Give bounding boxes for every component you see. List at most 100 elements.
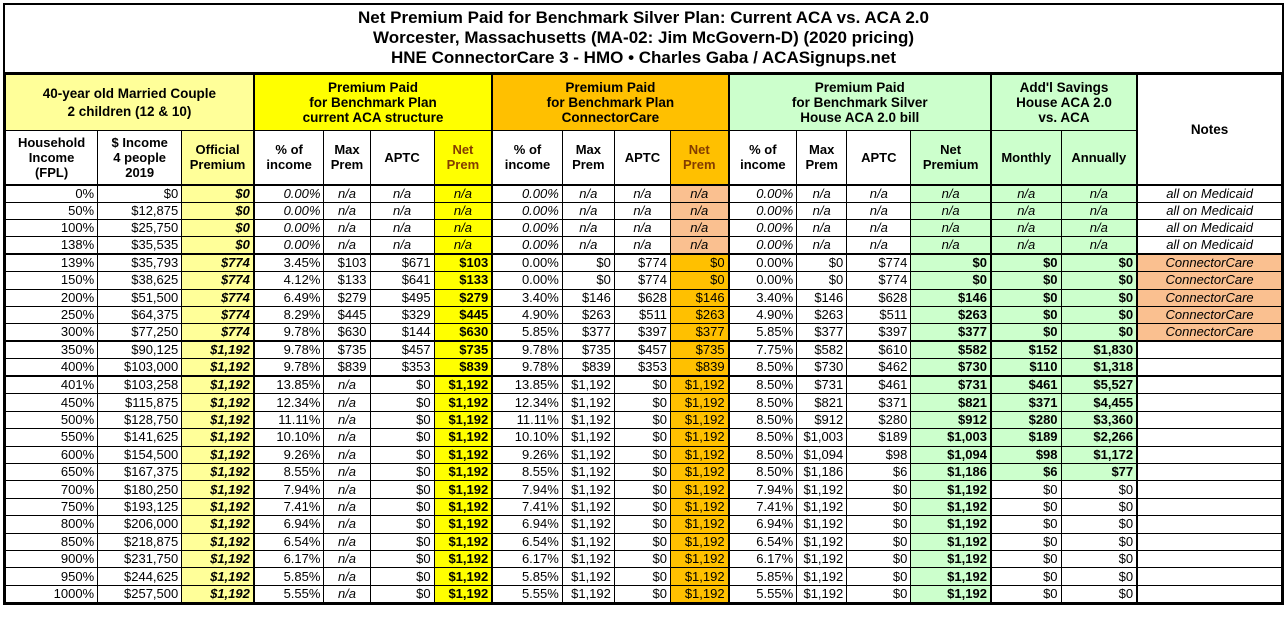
- col-header-fpl: Household Income (FPL): [4, 130, 99, 185]
- cell-cc_aptc: $0: [613, 584, 671, 604]
- cell-fpl: 700%: [4, 480, 99, 499]
- cell-a2_aptc: $511: [846, 306, 912, 325]
- cell-annually: $3,360: [1060, 410, 1138, 430]
- cell-aca_aptc: $0: [369, 428, 435, 447]
- cell-a2_max: $821: [796, 393, 848, 412]
- cell-a2_aptc: $628: [846, 288, 912, 308]
- cell-aca_aptc: $0: [369, 532, 435, 551]
- cell-aca_max: $839: [323, 358, 371, 377]
- cell-fpl: 550%: [4, 428, 99, 447]
- cell-cc_net: n/a: [669, 201, 730, 220]
- cell-annually: $0: [1060, 532, 1138, 551]
- cell-cc_pct: 11.11%: [491, 410, 563, 430]
- cell-official: $0: [181, 236, 255, 255]
- cell-aca_pct: 9.78%: [252, 358, 325, 377]
- cell-cc_max: $1,192: [561, 480, 615, 499]
- cell-fpl: 950%: [4, 567, 99, 586]
- cell-monthly: n/a: [989, 236, 1062, 255]
- cell-a2_net: $1,192: [910, 532, 992, 551]
- cell-monthly: $0: [989, 288, 1062, 308]
- cell-note: [1136, 584, 1283, 604]
- cell-cc_pct: 9.78%: [491, 358, 563, 377]
- cell-a2_net: $146: [910, 288, 992, 308]
- cell-a2_pct: 6.94%: [727, 515, 798, 534]
- cell-a2_aptc: $774: [846, 271, 912, 290]
- cell-fpl: 600%: [4, 445, 99, 465]
- cell-aca_net: $1,192: [433, 515, 493, 534]
- cell-a2_pct: 5.55%: [727, 584, 798, 604]
- cell-monthly: $0: [989, 549, 1062, 569]
- cell-annually: $1,830: [1060, 340, 1138, 360]
- cell-official: $1,192: [181, 358, 255, 377]
- cell-official: $1,192: [181, 445, 255, 465]
- cell-a2_max: $1,192: [796, 584, 848, 604]
- cell-aca_net: $1,192: [433, 480, 493, 499]
- cell-fpl: 750%: [4, 497, 99, 517]
- table-row-fpl-401: 401% $103,258 $1,192 13.85% n/a $0 $1,192 13.85…: [4, 375, 1283, 395]
- cell-monthly: $371: [989, 393, 1062, 412]
- corner-header-household: 40-year old Married Couple 2 children (1…: [4, 74, 255, 131]
- cell-note: all on Medicaid: [1136, 201, 1283, 220]
- cell-cc_net: $1,192: [669, 410, 730, 430]
- cell-income: $244,625: [97, 567, 183, 586]
- cell-aca_max: n/a: [323, 515, 371, 534]
- cell-a2_max: $263: [796, 306, 848, 325]
- cell-a2_pct: 6.17%: [727, 549, 798, 569]
- cell-note: [1136, 445, 1283, 465]
- cell-income: $90,125: [97, 340, 183, 360]
- cell-cc_aptc: n/a: [613, 183, 671, 203]
- cell-aca_max: n/a: [323, 549, 371, 569]
- cell-aca_pct: 3.45%: [252, 253, 325, 273]
- cell-cc_pct: 9.78%: [491, 340, 563, 360]
- cell-aca_net: $1,192: [433, 532, 493, 551]
- cell-aca_aptc: n/a: [369, 201, 435, 220]
- cell-aca_pct: 7.94%: [252, 480, 325, 499]
- cell-a2_max: $0: [796, 253, 848, 273]
- table-row-fpl-550: 550% $141,625 $1,192 10.10% n/a $0 $1,192 10.10…: [4, 428, 1283, 447]
- cell-a2_max: $1,003: [796, 428, 848, 447]
- cell-cc_max: $263: [561, 306, 615, 325]
- cell-income: $25,750: [97, 218, 183, 238]
- cell-annually: $77: [1060, 463, 1138, 482]
- cell-a2_net: $1,192: [910, 497, 992, 517]
- cell-aca_pct: 5.55%: [252, 584, 325, 604]
- cell-aca_aptc: $0: [369, 375, 435, 395]
- cell-aca_pct: 5.85%: [252, 567, 325, 586]
- cell-fpl: 100%: [4, 218, 99, 238]
- cell-monthly: $0: [989, 480, 1062, 499]
- cell-a2_aptc: $280: [846, 410, 912, 430]
- cell-cc_max: $0: [561, 271, 615, 290]
- cell-cc_pct: 0.00%: [491, 236, 563, 255]
- cell-annually: $0: [1060, 549, 1138, 569]
- cell-cc_aptc: $774: [613, 253, 671, 273]
- table-row-fpl-300: 300% $77,250 $774 9.78% $630 $144 $630 5.85% $37…: [4, 323, 1283, 342]
- cell-a2_aptc: $0: [846, 515, 912, 534]
- cell-aca_net: n/a: [433, 183, 493, 203]
- cell-a2_pct: 8.50%: [727, 358, 798, 377]
- cell-cc_max: $1,192: [561, 410, 615, 430]
- cell-aca_pct: 6.17%: [252, 549, 325, 569]
- cell-fpl: 1000%: [4, 584, 99, 604]
- cell-a2_pct: 5.85%: [727, 567, 798, 586]
- table-row-fpl-350: 350% $90,125 $1,192 9.78% $735 $457 $735 9.78% $…: [4, 340, 1283, 360]
- cell-annually: $0: [1060, 323, 1138, 342]
- cell-aca_aptc: $0: [369, 393, 435, 412]
- cell-aca_pct: 8.55%: [252, 463, 325, 482]
- cell-a2_aptc: n/a: [846, 201, 912, 220]
- cell-monthly: $0: [989, 271, 1062, 290]
- cell-aca_pct: 8.29%: [252, 306, 325, 325]
- cell-a2_net: n/a: [910, 183, 992, 203]
- cell-aca_max: $735: [323, 340, 371, 360]
- cell-a2_net: $582: [910, 340, 992, 360]
- cell-aca_aptc: n/a: [369, 218, 435, 238]
- cell-a2_aptc: $0: [846, 584, 912, 604]
- table-row-fpl-500: 500% $128,750 $1,192 11.11% n/a $0 $1,192 11.11…: [4, 410, 1283, 430]
- cell-cc_aptc: n/a: [613, 218, 671, 238]
- cell-official: $1,192: [181, 584, 255, 604]
- cell-note: [1136, 463, 1283, 482]
- cell-cc_aptc: $0: [613, 515, 671, 534]
- cell-cc_max: n/a: [561, 183, 615, 203]
- cell-annually: $0: [1060, 515, 1138, 534]
- cell-aca_max: n/a: [323, 532, 371, 551]
- cell-cc_pct: 6.17%: [491, 549, 563, 569]
